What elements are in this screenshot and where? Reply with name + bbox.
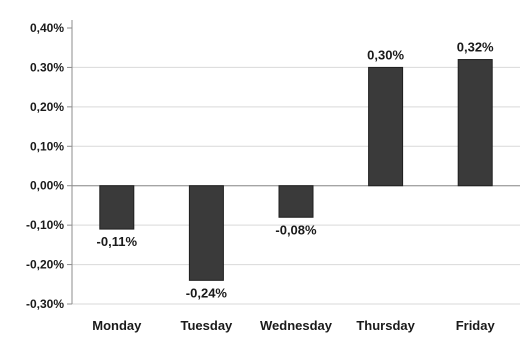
data-label-friday: 0,32% [457, 40, 494, 55]
y-tick-label: -0,30% [26, 297, 64, 311]
category-label-thursday: Thursday [356, 318, 415, 333]
data-label-wednesday: -0,08% [275, 222, 317, 237]
y-axis-ticks: 0,40% 0.30% 0,20% 0,10% 0,00% -0,10% -0,20% -0,… [26, 20, 73, 311]
category-label-wednesday: Wednesday [260, 318, 333, 333]
y-tick-label: -0,10% [26, 218, 64, 232]
data-labels: -0,11% -0,24% -0,08% 0,30% 0,32% [97, 40, 495, 301]
data-label-thursday: 0,30% [367, 47, 404, 62]
bar-wednesday [278, 185, 314, 218]
bars [99, 59, 493, 281]
y-tick-label: -0,20% [26, 258, 64, 272]
y-tick-label: 0,10% [30, 139, 64, 153]
bar-tuesday [188, 185, 224, 281]
data-label-tuesday: -0,24% [186, 285, 228, 300]
category-label-tuesday: Tuesday [181, 318, 234, 333]
data-label-monday: -0,11% [97, 234, 138, 249]
bar-friday [457, 59, 493, 187]
category-label-monday: Monday [92, 318, 142, 333]
bar-thursday [368, 66, 404, 187]
category-label-friday: Friday [456, 318, 496, 333]
grid-lines [72, 66, 520, 305]
bar-monday [99, 185, 135, 230]
y-tick-label: 0,00% [30, 179, 64, 193]
x-axis-categories: Monday Tuesday Wednesday Thursday Friday [92, 318, 495, 333]
y-tick-label: 0,20% [30, 100, 64, 114]
y-tick-label: 0,40% [30, 21, 64, 35]
y-tick-label: 0.30% [30, 60, 64, 74]
